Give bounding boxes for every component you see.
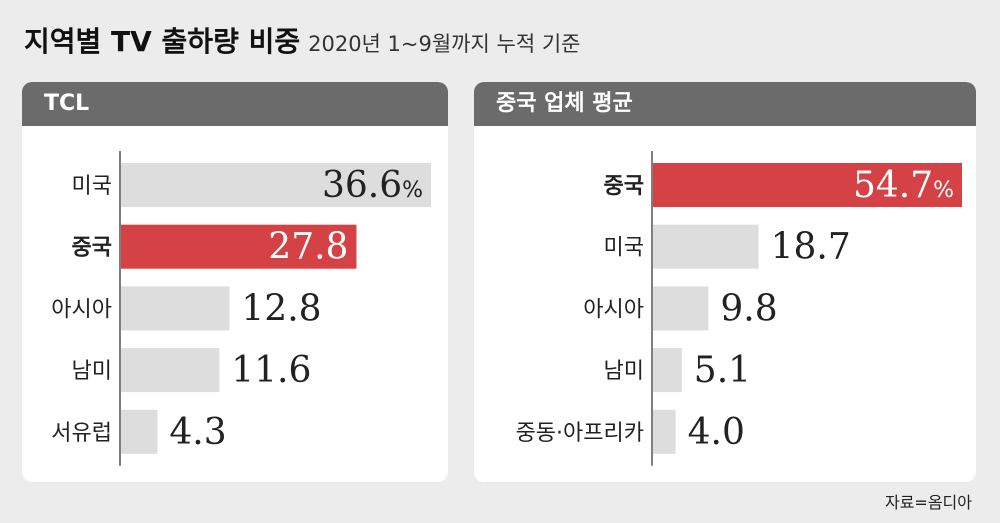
value-label: 18.7 xyxy=(771,227,851,268)
source-note: 자료=옴디아 xyxy=(884,493,972,512)
value-label: 27.8 xyxy=(268,227,348,268)
bar-1 xyxy=(653,224,759,269)
panel-title: TCL xyxy=(22,82,448,126)
unit-label: % xyxy=(933,178,954,203)
category-label: 남미 xyxy=(604,359,644,384)
bar-4 xyxy=(121,409,158,454)
bar-0 xyxy=(653,163,962,207)
page-title: 지역별 TV 출하량 비중 2020년 1~9월까지 누적 기준 xyxy=(24,20,580,60)
category-label: 미국 xyxy=(72,174,112,199)
bar-3 xyxy=(121,348,220,393)
category-label: 서유럽 xyxy=(51,421,112,446)
value-label: 5.1 xyxy=(694,350,751,391)
category-label: 중동·아프리카 xyxy=(516,421,644,446)
value-label: 11.6 xyxy=(231,350,311,391)
value-label: 9.8 xyxy=(720,288,777,329)
category-label: 아시아 xyxy=(51,297,112,322)
value-label: 4.3 xyxy=(169,412,226,453)
subtitle: 2020년 1~9월까지 누적 기준 xyxy=(308,32,581,56)
bar-2 xyxy=(121,286,230,331)
bar-2 xyxy=(653,286,709,331)
unit-label: % xyxy=(402,178,423,203)
value-label: 12.8 xyxy=(241,288,321,329)
panel-china-average: 중국 업체 평균 중국 54.7% 미국 18.7 아시아 9.8 남미 5.1 중동·아프리카… xyxy=(474,82,976,482)
category-label: 아시아 xyxy=(583,297,644,322)
title-text: 지역별 TV 출하량 비중 xyxy=(24,25,301,58)
panel-title: 중국 업체 평균 xyxy=(474,82,976,126)
bar-0 xyxy=(121,163,431,207)
bar-3 xyxy=(653,348,682,393)
category-label: 미국 xyxy=(604,236,644,261)
category-label: 남미 xyxy=(72,359,112,384)
category-label: 중국 xyxy=(72,236,112,261)
panel-tcl: TCL 미국 36.6% 중국 27.8 아시아 12.8 남미 11.6 서유럽 4.3 xyxy=(22,82,448,482)
value-label: 4.0 xyxy=(688,412,745,453)
bar-1 xyxy=(121,224,357,269)
category-label: 중국 xyxy=(604,174,644,199)
bar-4 xyxy=(653,409,676,454)
